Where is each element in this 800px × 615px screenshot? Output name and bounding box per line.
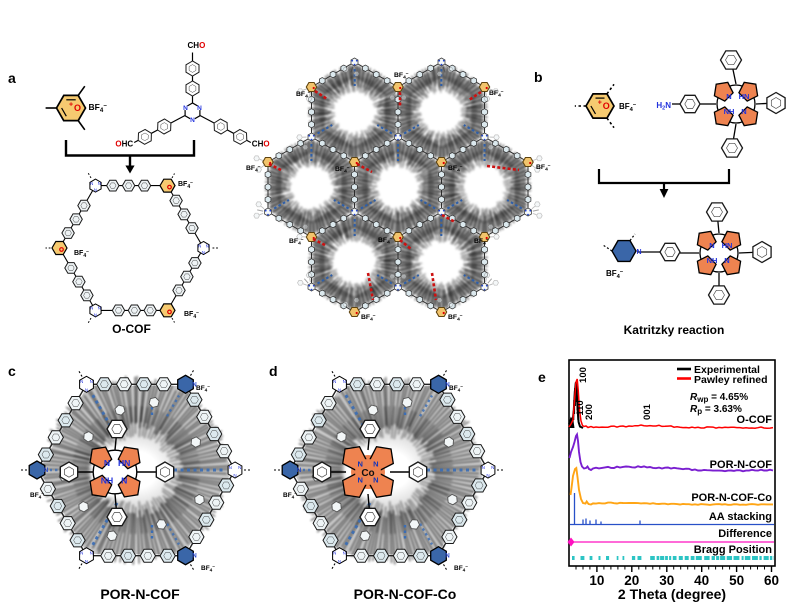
svg-text:N: N: [197, 105, 202, 112]
svg-text:N: N: [297, 468, 301, 474]
svg-text:N: N: [85, 559, 88, 564]
svg-text:N: N: [486, 473, 489, 478]
svg-text:N: N: [90, 379, 93, 384]
svg-text:N: N: [190, 117, 195, 124]
svg-text:200: 200: [584, 404, 595, 420]
svg-text:N: N: [192, 554, 196, 560]
svg-text:N: N: [104, 458, 110, 468]
svg-text:a: a: [8, 70, 16, 86]
svg-text:N: N: [445, 554, 449, 560]
svg-text:2 Theta (degree): 2 Theta (degree): [618, 586, 726, 602]
svg-text:100: 100: [578, 367, 589, 383]
svg-text:NH: NH: [101, 476, 113, 486]
svg-text:+: +: [69, 102, 73, 109]
svg-text:N: N: [724, 256, 729, 265]
svg-text:N: N: [338, 387, 341, 392]
svg-text:CHO: CHO: [188, 41, 206, 50]
svg-text:Bragg Position: Bragg Position: [694, 544, 773, 556]
svg-text:N: N: [183, 105, 188, 112]
svg-text:N: N: [229, 465, 232, 470]
svg-text:N: N: [90, 306, 93, 311]
svg-text:O: O: [603, 101, 610, 111]
svg-text:60: 60: [764, 573, 779, 588]
svg-text:NH: NH: [707, 256, 718, 265]
svg-text:Katritzky reaction: Katritzky reaction: [624, 323, 725, 337]
svg-text:POR-N-COF: POR-N-COF: [100, 586, 180, 602]
svg-text:N: N: [94, 188, 97, 193]
svg-text:N: N: [90, 551, 93, 556]
svg-text:N: N: [121, 476, 127, 486]
svg-text:N: N: [333, 551, 336, 556]
svg-text:N: N: [80, 551, 83, 556]
svg-text:OHC: OHC: [115, 140, 133, 149]
svg-text:HN: HN: [739, 92, 750, 101]
svg-text:O-COF: O-COF: [737, 414, 773, 426]
svg-text:N: N: [90, 181, 93, 186]
svg-text:N: N: [98, 181, 101, 186]
svg-text:NH: NH: [724, 107, 735, 116]
svg-text:O: O: [74, 103, 81, 113]
svg-text:b: b: [534, 69, 543, 85]
svg-text:N: N: [44, 468, 48, 474]
svg-text:10: 10: [589, 573, 604, 588]
svg-text:HN: HN: [722, 241, 733, 250]
svg-text:HN: HN: [118, 458, 130, 468]
svg-text:N: N: [233, 473, 236, 478]
svg-text:d: d: [269, 363, 278, 379]
svg-text:+: +: [598, 100, 602, 107]
svg-text:AA stacking: AA stacking: [709, 511, 772, 523]
svg-text:POR-N-COF: POR-N-COF: [710, 459, 773, 471]
svg-text:N: N: [198, 243, 201, 248]
svg-text:POR-N-COF-Co: POR-N-COF-Co: [354, 586, 457, 602]
svg-text:N: N: [338, 559, 341, 564]
svg-text:N: N: [482, 465, 485, 470]
svg-text:N: N: [94, 312, 97, 317]
svg-text:N: N: [709, 241, 714, 250]
svg-text:50: 50: [729, 573, 744, 588]
svg-text:N: N: [80, 379, 83, 384]
svg-text:N: N: [636, 249, 641, 256]
svg-text:N: N: [343, 551, 346, 556]
svg-text:Co: Co: [361, 468, 374, 479]
svg-text:e: e: [538, 369, 546, 385]
svg-text:Pawley refined: Pawley refined: [694, 374, 768, 386]
svg-text:N: N: [333, 379, 336, 384]
svg-text:N: N: [85, 387, 88, 392]
svg-text:N: N: [206, 243, 209, 248]
svg-text:O-COF: O-COF: [112, 322, 151, 336]
svg-text:N: N: [491, 465, 494, 470]
svg-text:CHO: CHO: [252, 140, 270, 149]
svg-text:001: 001: [642, 403, 653, 420]
svg-text:POR-N-COF-Co: POR-N-COF-Co: [691, 492, 772, 504]
svg-text:c: c: [8, 363, 16, 379]
svg-text:N: N: [726, 92, 731, 101]
svg-text:N: N: [202, 250, 205, 255]
svg-text:N: N: [343, 379, 346, 384]
svg-text:N: N: [98, 306, 101, 311]
svg-text:N: N: [741, 107, 746, 116]
svg-text:N: N: [238, 465, 241, 470]
svg-text:Difference: Difference: [718, 528, 772, 540]
